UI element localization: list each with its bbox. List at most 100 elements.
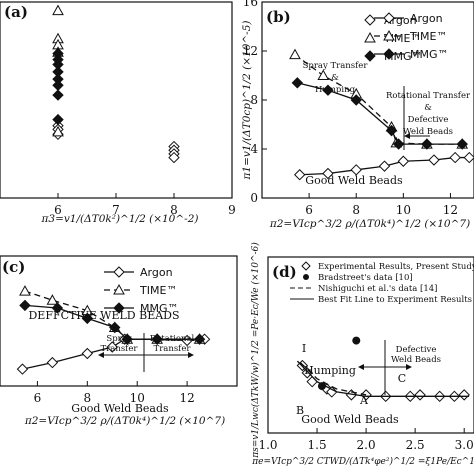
legend-entry: Nishiguchi et al.'s data [14] (318, 284, 437, 294)
annotation: Defective (396, 345, 437, 355)
legend-marker (303, 274, 309, 280)
y-axis-label: π1=v1/(ΔT0cp)^1/2 (×10^-5) (241, 20, 253, 180)
annotation: Transfer (101, 344, 139, 354)
data-point (51, 302, 64, 314)
x-tick-label: 9 (228, 203, 236, 217)
annotation: Spray (106, 334, 131, 344)
data-point (350, 164, 362, 176)
annotation: A (359, 394, 369, 407)
legend-entry: MMG™ (410, 48, 449, 61)
x-axis-label: π2=VIcp^3/2 ρ/(ΔT0k⁴)^1/2 (×10^7) (24, 415, 225, 427)
panel-label: (c) (2, 258, 25, 276)
data-point (392, 138, 405, 150)
x-tick-label: 10 (396, 203, 411, 217)
data-point (414, 389, 426, 401)
legend-marker (364, 14, 376, 26)
legend-entry: TIME™ (139, 284, 177, 297)
data-point (397, 155, 410, 167)
legend-marker (364, 50, 376, 62)
legend-marker (113, 302, 125, 314)
x-tick-label: 6 (305, 203, 313, 217)
x-tick-label: 12 (443, 203, 458, 217)
plot-frame (267, 256, 474, 434)
arrow-head (188, 352, 194, 358)
data-point (46, 356, 59, 369)
arrow-head (404, 133, 410, 139)
data-point (301, 367, 313, 379)
x-tick-label: 10 (130, 391, 145, 405)
data-point (81, 312, 94, 325)
y-tick-label: 0 (250, 191, 258, 205)
legend-entry: Experimental Results, Present Study (318, 262, 474, 272)
y-tick-label: 8 (250, 93, 258, 107)
annotation: Rotational (150, 334, 195, 344)
data-point (19, 299, 31, 312)
panel-3: 6 8 10 12 π2=VIcp^3/2 ρ/(ΔT0k⁴)^1/2 (×10^7) (… (0, 255, 238, 427)
data-point (293, 169, 306, 181)
annotation: Weld Beads (403, 127, 453, 137)
x-tick-label: 7 (112, 203, 120, 217)
x-tick-label: 6 (34, 391, 42, 405)
plot-frame (0, 1, 233, 199)
data-point (352, 336, 361, 345)
legend-entry: Best Fit Line to Experiment Results (318, 295, 472, 305)
legend-marker (383, 12, 395, 24)
data-point (317, 382, 326, 391)
legend-entry: MMG™ (140, 302, 179, 315)
annotation: Good Weld Beads (301, 413, 399, 426)
arrow-head (358, 364, 364, 370)
annotation: B (296, 404, 304, 417)
panel-label: (b) (266, 8, 291, 26)
annotation: Good Weld Beads (305, 174, 403, 187)
x-axis-label: π2=VIcp^3/2 ρ/(ΔT0k⁴)^1/2 (×10^7) (269, 218, 470, 230)
data-point (463, 151, 474, 164)
data-point (193, 333, 206, 345)
data-point (19, 285, 31, 296)
annotation: Transfer (154, 344, 192, 354)
legend-marker (113, 266, 125, 278)
data-point (350, 94, 362, 106)
panel-4: 1.0 1.5 2.0 2.5 3.0 πe=VIcp^3/2 CTWD/(ΔTk⁴φe²… (250, 242, 474, 467)
annotation: Humping (304, 364, 356, 377)
data-point (291, 77, 304, 89)
data-point (458, 389, 470, 401)
x-tick-label: 3.0 (455, 438, 474, 452)
arrow-head (406, 364, 412, 370)
data-point (428, 154, 440, 166)
x-tick-label: 1.0 (258, 438, 277, 452)
annotation: & (424, 103, 432, 113)
data-point (385, 124, 398, 137)
legend-marker (383, 29, 395, 41)
legend-marker (383, 48, 395, 60)
x-tick-label: 2.5 (406, 438, 425, 452)
data-point (109, 321, 121, 334)
data-point (322, 84, 334, 96)
annotation: & (331, 73, 339, 83)
series-line (296, 360, 470, 397)
annotation: DEFFCTIVE WELD BEADS (28, 309, 179, 322)
x-tick-label: 8 (170, 203, 178, 217)
panel-label: (a) (4, 3, 28, 21)
y-tick-label: 4 (250, 142, 258, 156)
plot-frame (0, 255, 238, 387)
legend-marker (113, 283, 125, 295)
data-point (52, 89, 64, 101)
data-point (168, 151, 180, 164)
data-point (52, 125, 64, 137)
panel-2: 6 8 10 12 0 4 8 12 16 π2=VIcp^3/2 ρ/(ΔT0k⁴)^1/2 (… (241, 0, 474, 230)
annotation: Weld Beads (391, 355, 441, 365)
annotation: Defective (408, 115, 449, 125)
x-tick-label: 8 (352, 203, 360, 217)
legend-entry: TIME™ (383, 32, 421, 45)
legend-marker (301, 261, 311, 271)
data-point (322, 167, 334, 180)
data-point (449, 151, 461, 164)
data-point (317, 69, 330, 80)
x-tick-label: 12 (179, 391, 194, 405)
data-point (16, 363, 29, 375)
legend-entry: Argon (410, 12, 443, 25)
y-tick-label: 12 (243, 44, 258, 58)
data-point (52, 4, 64, 16)
data-point (421, 138, 433, 150)
